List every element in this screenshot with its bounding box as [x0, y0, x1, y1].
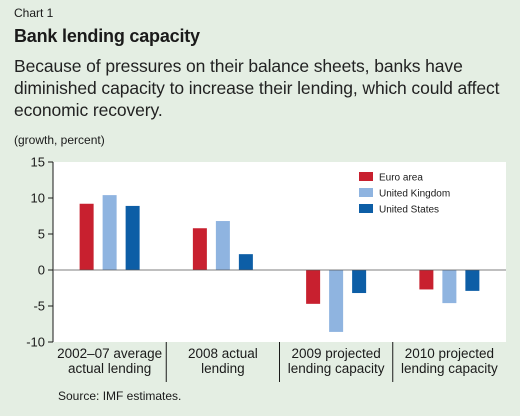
legend-swatch: [359, 188, 373, 197]
y-tick-label: -5: [33, 299, 45, 314]
legend-label: United States: [379, 205, 439, 216]
x-category-label: lending: [201, 361, 245, 376]
bar-united-kingdom: [329, 270, 344, 332]
bar-united-kingdom: [442, 270, 457, 304]
bar-euro-area: [419, 270, 434, 290]
x-category-label: lending capacity: [288, 361, 385, 376]
x-category-label: 2010 projected: [405, 346, 494, 361]
source-note: Source: IMF estimates.: [58, 389, 182, 403]
bar-united-states: [465, 270, 480, 291]
legend-swatch: [359, 172, 373, 181]
x-category-label: 2009 projected: [291, 346, 380, 361]
x-category-label: 2002–07 average: [57, 346, 162, 361]
bar-united-kingdom: [215, 221, 230, 270]
chart-number: Chart 1: [14, 6, 54, 20]
unit-label: (growth, percent): [14, 133, 105, 147]
y-tick-label: 10: [31, 191, 45, 206]
legend-label: Euro area: [379, 173, 423, 184]
bar-euro-area: [192, 228, 207, 270]
x-category-label: actual lending: [68, 361, 151, 376]
chart-subtitle: Because of pressures on their balance sh…: [14, 56, 500, 120]
bar-euro-area: [306, 270, 321, 304]
bar-united-states: [352, 270, 367, 294]
x-category-label: 2008 actual: [188, 346, 258, 361]
y-tick-label: 15: [31, 155, 45, 170]
legend-label: United Kingdom: [379, 189, 450, 200]
chart-title: Bank lending capacity: [14, 26, 200, 46]
y-tick-label: 0: [38, 263, 45, 278]
bar-united-states: [238, 254, 253, 270]
legend-swatch: [359, 204, 373, 213]
y-tick-label: 5: [38, 227, 45, 242]
x-category-label: lending capacity: [401, 361, 498, 376]
y-tick-label: -10: [26, 335, 45, 350]
bar-united-states: [125, 205, 140, 270]
bar-euro-area: [79, 203, 94, 270]
bar-united-kingdom: [102, 195, 117, 270]
